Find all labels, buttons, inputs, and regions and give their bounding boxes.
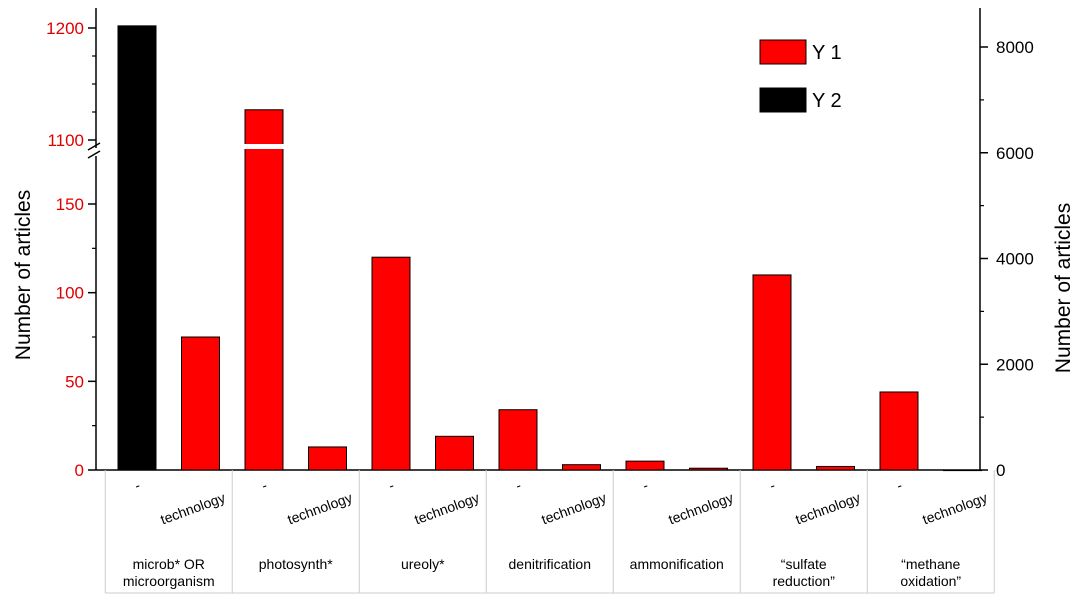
left-tick-label: 150 xyxy=(56,195,84,214)
bar xyxy=(117,25,157,471)
bar xyxy=(943,469,982,472)
bar xyxy=(498,409,538,471)
right-axis-title: Number of articles xyxy=(1052,203,1074,373)
legend-swatch xyxy=(759,39,807,65)
legend-swatch xyxy=(759,87,807,113)
bar xyxy=(562,464,601,471)
legend-label: Y 2 xyxy=(812,90,842,112)
sub-label-technology: technology xyxy=(793,489,862,527)
bar xyxy=(689,467,728,471)
right-tick-label: 8000 xyxy=(996,38,1034,57)
sub-label-technology: technology xyxy=(539,489,608,527)
sub-label-dash: - xyxy=(259,477,269,494)
category-label: “methane xyxy=(901,556,960,572)
bar xyxy=(181,336,220,471)
axis-break-mark xyxy=(87,142,101,151)
category-label: photosynth* xyxy=(259,556,333,572)
bar xyxy=(879,391,919,471)
bar xyxy=(435,435,474,471)
bar xyxy=(625,460,665,471)
left-tick-label: 1200 xyxy=(46,19,84,38)
category-label: reduction” xyxy=(773,573,836,589)
left-tick-label: 1100 xyxy=(47,131,84,150)
left-tick-label: 50 xyxy=(65,372,84,391)
sub-label-technology: technology xyxy=(285,489,354,527)
bar xyxy=(752,274,792,471)
right-tick-label: 0 xyxy=(996,461,1005,480)
bar-break-gap xyxy=(244,144,284,149)
category-label: ureoly* xyxy=(401,556,445,572)
left-tick-label: 100 xyxy=(56,284,84,303)
axis-break-mark xyxy=(87,150,101,159)
sub-label-technology: technology xyxy=(412,489,481,527)
right-tick-label: 6000 xyxy=(996,144,1034,163)
sub-label-technology: technology xyxy=(158,489,227,527)
category-label: oxidation” xyxy=(900,573,961,589)
sub-label-technology: technology xyxy=(920,489,989,527)
right-tick-label: 4000 xyxy=(996,250,1034,269)
sub-label-dash: - xyxy=(640,477,650,494)
left-tick-label: 0 xyxy=(75,461,84,480)
legend-label: Y 1 xyxy=(812,42,842,64)
sub-label-dash: - xyxy=(386,477,396,494)
sub-label-dash: - xyxy=(513,477,523,494)
left-axis-title: Number of articles xyxy=(12,190,35,360)
category-label: microorganism xyxy=(123,573,215,589)
category-label: denitrification xyxy=(509,556,592,572)
bar xyxy=(244,109,284,471)
sub-label-dash: - xyxy=(894,477,904,494)
bar xyxy=(308,446,347,471)
sub-label-technology: technology xyxy=(666,489,735,527)
bar xyxy=(371,256,411,471)
bar xyxy=(816,465,855,471)
right-tick-label: 2000 xyxy=(996,355,1034,374)
sub-label-dash: - xyxy=(132,477,142,494)
category-label: “sulfate xyxy=(781,556,827,572)
sub-label-dash: - xyxy=(767,477,777,494)
category-label: microb* OR xyxy=(133,556,205,572)
category-label: ammonification xyxy=(630,556,724,572)
